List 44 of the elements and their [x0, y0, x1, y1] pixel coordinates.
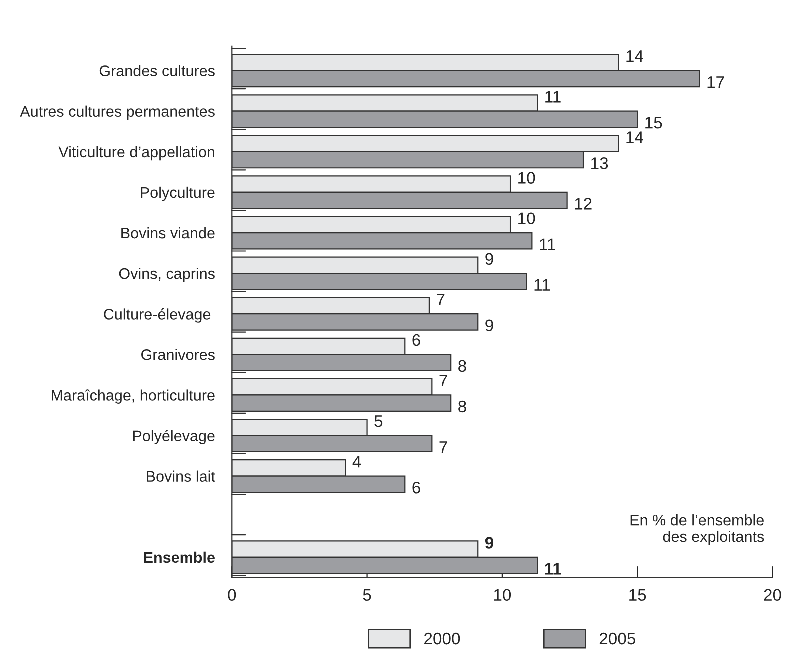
- data-label: 14: [626, 132, 644, 144]
- data-label: 7: [440, 442, 448, 454]
- data-label: 11: [534, 279, 550, 291]
- data-label: 11: [545, 563, 562, 575]
- y-tick-label: Bovins lait: [147, 470, 216, 482]
- data-label: 17: [708, 76, 724, 88]
- data-label: 5: [374, 416, 383, 428]
- data-label: 14: [626, 50, 644, 62]
- data-label: 11: [540, 238, 556, 250]
- x-tick-label: 15: [630, 589, 646, 602]
- data-label: 7: [437, 294, 445, 306]
- data-label: 8: [458, 360, 466, 372]
- x-tick-label: 20: [764, 589, 782, 602]
- x-tick-label: 10: [494, 589, 512, 602]
- data-label: 15: [646, 117, 662, 129]
- x-tick-label: 5: [363, 589, 372, 602]
- data-label: 4: [352, 456, 362, 468]
- data-label: 9: [486, 320, 494, 332]
- data-label: 9: [485, 537, 494, 549]
- y-tick-label: Culture-élevage: [104, 308, 211, 323]
- y-tick-label: Granivores: [142, 349, 215, 360]
- data-label: 9: [486, 253, 494, 266]
- y-tick-label: Polyélevage: [133, 430, 215, 445]
- legend-label: 2000: [424, 632, 460, 645]
- y-tick-label: Grandes cultures: [100, 65, 215, 76]
- data-label: 6: [412, 334, 420, 346]
- data-label: 7: [440, 375, 448, 387]
- data-label: 10: [518, 212, 536, 225]
- data-label: 12: [575, 198, 592, 210]
- legend-label: 2005: [600, 632, 636, 645]
- data-label: 10: [518, 172, 536, 184]
- y-tick-label: Ovins, caprins: [119, 268, 215, 282]
- data-label: 11: [546, 91, 561, 103]
- data-label: 13: [592, 158, 608, 170]
- data-label: 6: [412, 482, 420, 494]
- x-tick-label: 0: [228, 589, 236, 602]
- y-tick-label: Maraîchage, horticulture: [52, 390, 215, 404]
- y-tick-label: Bovins viande: [122, 227, 215, 239]
- data-label: 8: [458, 400, 466, 413]
- y-tick-label: Ensemble: [144, 552, 215, 564]
- y-tick-label: Viticulture d’appellation: [58, 146, 214, 161]
- y-tick-label: Polyculture: [141, 186, 215, 202]
- annotation: En % de l’ensemble des exploitants: [630, 514, 764, 546]
- y-tick-label: Autres cultures permanentes: [20, 106, 215, 120]
